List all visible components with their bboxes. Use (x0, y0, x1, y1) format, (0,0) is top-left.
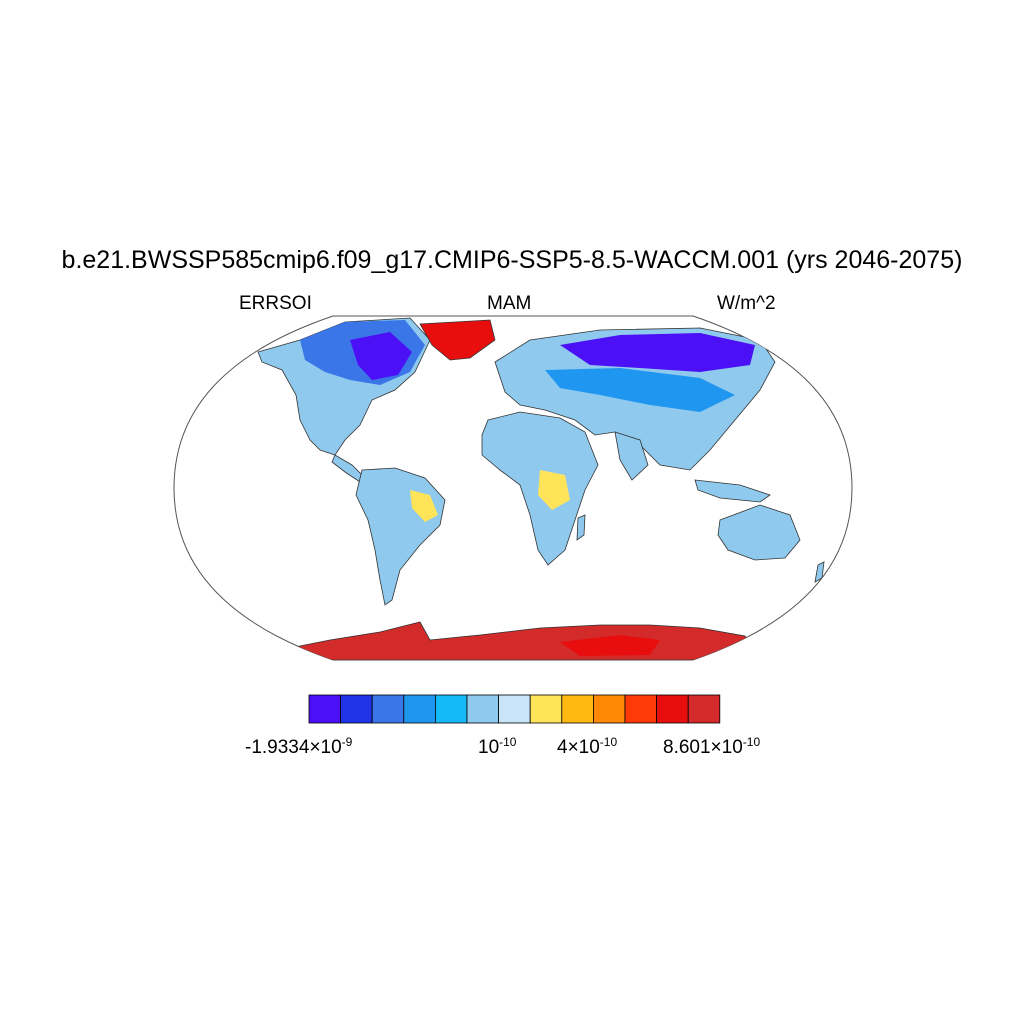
colorbar-swatch (340, 694, 373, 724)
indonesia-land (694, 479, 771, 503)
colorbar-swatch (308, 694, 342, 724)
season-label: MAM (487, 293, 532, 314)
siberia-cold-region (560, 333, 755, 372)
greenland-land (419, 319, 496, 361)
south-america-warm-patch (410, 490, 438, 522)
colorbar-swatch (466, 694, 500, 724)
colorbar-swatch (687, 694, 721, 724)
colorbar-swatch (529, 694, 563, 724)
colorbar-label-4e-10: 4×10-10 (557, 735, 618, 758)
colorbar-swatch (593, 694, 626, 724)
madagascar-land (576, 514, 586, 541)
map-title: b.e21.BWSSP585cmip6.f09_g17.CMIP6-SSP5-8… (61, 246, 963, 274)
asia-mid-cold-region (545, 368, 735, 412)
colorbar-swatch (656, 694, 689, 724)
units-label: W/m^2 (717, 293, 776, 314)
antarctica-hot-region (560, 635, 660, 656)
colorbar-swatch (434, 694, 468, 724)
colorbar (308, 694, 721, 724)
colorbar-label-min: -1.9334×10-9 (245, 735, 353, 758)
colorbar-label-max: 8.601×10-10 (663, 735, 761, 758)
colorbar-swatch (624, 694, 658, 724)
colorbar-swatch (498, 694, 531, 724)
colorbar-swatch (561, 694, 594, 724)
hudson-cold-region (350, 332, 412, 380)
colorbar-label-1e-10: 10-10 (478, 735, 517, 758)
africa-warm-patch (538, 470, 570, 510)
australia-land (717, 504, 801, 561)
india-land (614, 431, 649, 481)
variable-label: ERRSOI (239, 293, 312, 314)
colorbar-swatch (403, 694, 436, 724)
colorbar-swatch (371, 694, 405, 724)
